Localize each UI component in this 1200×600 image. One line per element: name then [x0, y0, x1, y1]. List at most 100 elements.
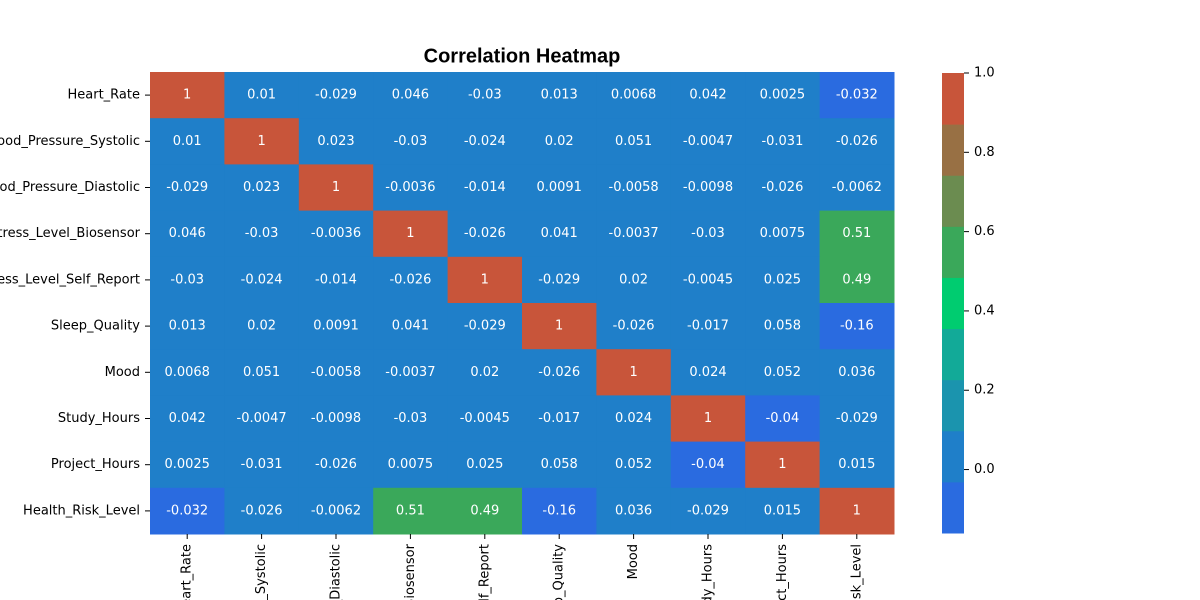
heatmap-cell	[447, 395, 523, 443]
y-tick-label: Project_Hours	[51, 457, 140, 472]
heatmap-cell	[596, 441, 672, 489]
heatmap-cell	[447, 256, 523, 304]
colorbar-tick-label: 0.2	[974, 383, 995, 398]
colorbar-segment	[942, 175, 964, 227]
cell-label: -0.029	[166, 180, 208, 195]
heatmap-cell	[819, 210, 895, 258]
x-tick-label: Blood_Pressure_Diastolic	[329, 544, 344, 600]
cell-label: 1	[183, 88, 191, 103]
cell-label: -0.0098	[311, 411, 361, 426]
heatmap-cell	[670, 72, 746, 119]
heatmap-cell	[298, 118, 374, 165]
heatmap-cell	[298, 395, 374, 443]
heatmap-cell	[522, 303, 597, 350]
cell-label: 0.015	[764, 503, 801, 518]
colorbar-tick-label: 0.6	[974, 224, 995, 239]
heatmap-cell	[745, 487, 821, 535]
y-tick-label: Sleep_Quality	[51, 319, 140, 334]
heatmap-cell	[745, 349, 821, 396]
cell-label: 1	[257, 134, 265, 149]
y-tick-label: Health_Risk_Level	[23, 503, 140, 518]
heatmap-cell	[522, 487, 597, 535]
heatmap-cell	[522, 164, 597, 212]
cell-label: 0.51	[842, 226, 871, 241]
cell-label: -0.0047	[683, 134, 733, 149]
colorbar-segment	[942, 226, 964, 278]
cell-label: -0.0062	[311, 503, 361, 518]
cell-label: 0.046	[392, 88, 429, 103]
heatmap-cell	[447, 303, 523, 350]
cell-label: 0.0025	[164, 457, 210, 472]
heatmap-cell	[373, 164, 449, 212]
cell-label: 0.041	[392, 319, 429, 334]
cell-label: -0.03	[170, 272, 204, 287]
heatmap-cell	[670, 118, 746, 165]
cell-label: 0.0091	[313, 319, 359, 334]
cell-label: 1	[778, 457, 786, 472]
cell-label: 1	[332, 180, 340, 195]
cell-label: 0.036	[615, 503, 652, 518]
cell-label: -0.0037	[609, 226, 659, 241]
heatmap-cell	[819, 395, 895, 443]
cell-label: -0.03	[245, 226, 279, 241]
cell-label: -0.026	[613, 319, 655, 334]
cell-label: 0.01	[247, 88, 276, 103]
cell-label: -0.0037	[385, 365, 435, 380]
x-tick-label: Stress_Level_Self_Report	[477, 544, 492, 600]
cell-label: -0.026	[761, 180, 803, 195]
x-tick-label: Study_Hours	[701, 544, 716, 600]
heatmap-cell	[670, 349, 746, 396]
heatmap-cell	[745, 395, 821, 443]
colorbar-segment	[942, 430, 964, 483]
heatmap-cell	[596, 487, 672, 535]
cell-label: 1	[704, 411, 712, 426]
cell-label: -0.017	[538, 411, 580, 426]
cell-label: 0.0068	[611, 88, 657, 103]
heatmap-cell	[373, 395, 449, 443]
x-tick-label: Stress_Level_Biosensor	[403, 543, 418, 600]
heatmap-cell	[373, 487, 449, 535]
cell-label: -0.014	[315, 272, 357, 287]
cell-label: -0.014	[464, 180, 506, 195]
heatmap-cell	[150, 349, 225, 396]
cell-label: 0.01	[173, 134, 202, 149]
heatmap-cell	[373, 441, 449, 489]
cell-label: 0.0068	[164, 365, 210, 380]
heatmap-cell	[745, 72, 821, 119]
heatmap-cell	[819, 164, 895, 212]
y-tick-label: Blood_Pressure_Diastolic	[0, 180, 140, 195]
heatmap-cell	[150, 303, 225, 350]
cell-label: 0.0091	[536, 180, 582, 195]
heatmap-cell	[224, 256, 300, 304]
cell-label: -0.026	[315, 457, 357, 472]
heatmap-cell	[373, 303, 449, 350]
heatmap-cell	[670, 441, 746, 489]
heatmap-cell	[150, 210, 225, 258]
heatmap-cell	[819, 487, 895, 535]
heatmap-cell	[596, 349, 672, 396]
cell-label: 0.025	[466, 457, 503, 472]
colorbar-segment	[942, 277, 964, 330]
cell-label: 1	[406, 226, 414, 241]
cell-label: 0.013	[541, 88, 578, 103]
heatmap-cell	[150, 164, 225, 212]
cell-label: -0.029	[836, 411, 878, 426]
cell-label: 0.058	[764, 319, 801, 334]
heatmap-cell	[373, 210, 449, 258]
heatmap-cell	[819, 72, 895, 119]
cell-label: 0.02	[470, 365, 499, 380]
cell-label: 0.49	[470, 503, 499, 518]
cell-label: -0.0058	[609, 180, 659, 195]
heatmap-cell	[224, 210, 300, 258]
heatmap-cell	[522, 395, 597, 443]
heatmap-cell	[670, 164, 746, 212]
cell-label: -0.03	[691, 226, 725, 241]
cell-label: -0.029	[687, 503, 729, 518]
cell-label: 0.0025	[760, 88, 806, 103]
heatmap-cell	[298, 303, 374, 350]
y-tick-label: Heart_Rate	[68, 88, 141, 103]
cell-label: 0.052	[764, 365, 801, 380]
x-tick-label: Project_Hours	[775, 544, 790, 600]
colorbar-segment	[942, 328, 964, 381]
